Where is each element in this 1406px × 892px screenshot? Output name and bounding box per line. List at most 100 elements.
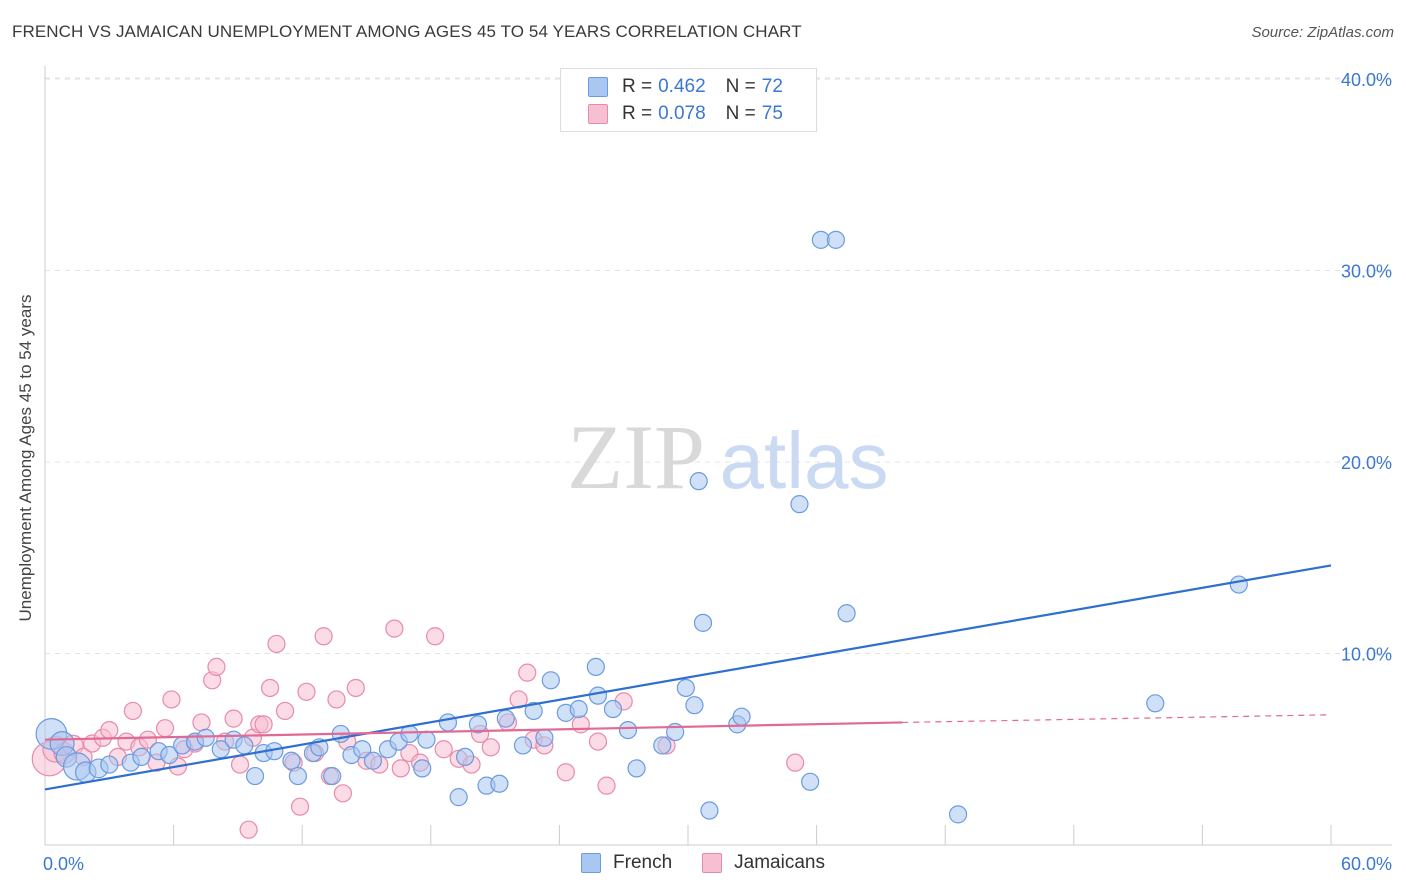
jamaicans-point: [267, 634, 286, 654]
jamaicans-point: [391, 759, 410, 778]
legend-r-label: R =: [622, 76, 653, 97]
jamaicans-point: [597, 776, 616, 795]
jamaicans-point: [260, 678, 280, 698]
french-point: [496, 709, 515, 728]
legend-label-french: French: [613, 852, 673, 873]
legend-n-value: 72: [761, 76, 783, 97]
french-point: [513, 736, 533, 755]
legend-r-label: R =: [622, 103, 653, 124]
y-axis-label: Unemployment Among Ages 45 to 54 years: [16, 294, 35, 622]
french-point: [160, 745, 179, 765]
jamaicans-point: [123, 701, 142, 721]
jamaicans-point: [254, 715, 273, 734]
jamaicans-point: [207, 657, 226, 677]
y-tick-label: 30.0%: [1341, 262, 1392, 282]
legend-n-value: 75: [761, 103, 783, 124]
jamaicans-point: [155, 719, 175, 738]
legend-r-value: 0.462: [658, 76, 706, 97]
jamaicans-point: [239, 820, 258, 839]
jamaicans-point: [425, 627, 445, 646]
x-tick-labels: 0.0% 60.0%: [43, 854, 1392, 874]
jamaicans-point: [297, 682, 316, 701]
french-point: [468, 715, 488, 734]
legend-item-jamaicans[interactable]: Jamaicans: [702, 852, 825, 874]
french-point: [100, 755, 119, 774]
french-point: [801, 772, 820, 791]
jamaicans-point: [481, 738, 500, 757]
french-point: [586, 657, 605, 677]
french-point: [323, 766, 342, 786]
french-point: [700, 801, 719, 820]
legend-row-french: R = 0.462 N = 72: [588, 76, 783, 98]
jamaicans-trend-line: [44, 721, 903, 741]
french-point: [618, 720, 638, 740]
y-tick-label: 10.0%: [1341, 645, 1392, 665]
legend-swatch-french: [581, 853, 602, 873]
jamaicans-point: [138, 730, 157, 749]
french-point: [353, 740, 372, 759]
jamaicans-point: [100, 720, 119, 740]
french-point: [1146, 694, 1165, 713]
watermark-atlas: atlas: [720, 416, 889, 505]
french-point: [363, 751, 383, 770]
french-point: [948, 805, 968, 824]
legend-item-french[interactable]: French: [581, 852, 672, 874]
legend-r-value: 0.078: [658, 103, 706, 124]
jamaicans-point: [571, 715, 590, 734]
source-label: Source: ZipAtlas.com: [1251, 24, 1394, 41]
french-trend-line: [44, 564, 1332, 791]
french-point: [603, 699, 623, 719]
x-tick-label-min: 0.0%: [43, 854, 84, 874]
correlation-legend: R = 0.462 N = 72 R = 0.078 N = 75: [560, 68, 817, 132]
legend-swatch-french: [588, 77, 608, 97]
french-point: [417, 730, 436, 749]
french-point: [837, 604, 856, 623]
french-point: [245, 766, 265, 786]
jamaicans-point: [224, 709, 243, 728]
y-tick-label: 40.0%: [1341, 70, 1392, 90]
watermark-zip: ZIP: [567, 406, 705, 508]
chart-title: FRENCH VS JAMAICAN UNEMPLOYMENT AMONG AG…: [12, 22, 802, 41]
french-point: [413, 759, 432, 778]
jamaicans-point: [333, 784, 353, 803]
french-point: [732, 707, 751, 726]
french-point: [826, 230, 845, 249]
jamaicans-point: [588, 732, 608, 751]
legend-label-jamaicans: Jamaicans: [734, 852, 825, 873]
french-point: [490, 774, 509, 793]
legend-swatch-jamaicans: [702, 853, 723, 873]
jamaicans-point: [434, 740, 453, 759]
jamaicans-point: [385, 619, 404, 638]
legend-n-label: N =: [725, 76, 756, 97]
french-points: [35, 230, 1248, 824]
french-point: [438, 713, 458, 732]
french-point: [685, 696, 704, 715]
french-point: [235, 736, 254, 755]
jamaicans-point: [346, 678, 365, 698]
jamaicans-point: [314, 627, 333, 646]
jamaicans-point: [518, 663, 537, 682]
jamaicans-point: [230, 755, 250, 774]
jamaicans-point: [556, 763, 575, 782]
jamaicans-points: [31, 619, 805, 839]
jamaicans-point: [162, 690, 181, 709]
french-point: [676, 678, 695, 698]
french-point: [288, 766, 308, 786]
french-point: [588, 686, 608, 705]
jamaicans-point: [192, 713, 211, 732]
legend-swatch-jamaicans: [588, 104, 608, 124]
french-point: [455, 747, 475, 767]
french-point: [627, 759, 646, 778]
french-point: [689, 472, 708, 491]
french-point: [1229, 575, 1248, 594]
jamaicans-point: [290, 797, 310, 816]
jamaicans-point: [275, 701, 295, 721]
french-point: [535, 728, 554, 747]
french-point: [282, 751, 301, 770]
x-tick-label-max: 60.0%: [1341, 854, 1392, 874]
jamaicans-trend-extension: [902, 714, 1332, 724]
legend-row-jamaicans: R = 0.078 N = 75: [588, 103, 783, 125]
axes: [44, 66, 1392, 846]
french-point: [790, 495, 809, 514]
